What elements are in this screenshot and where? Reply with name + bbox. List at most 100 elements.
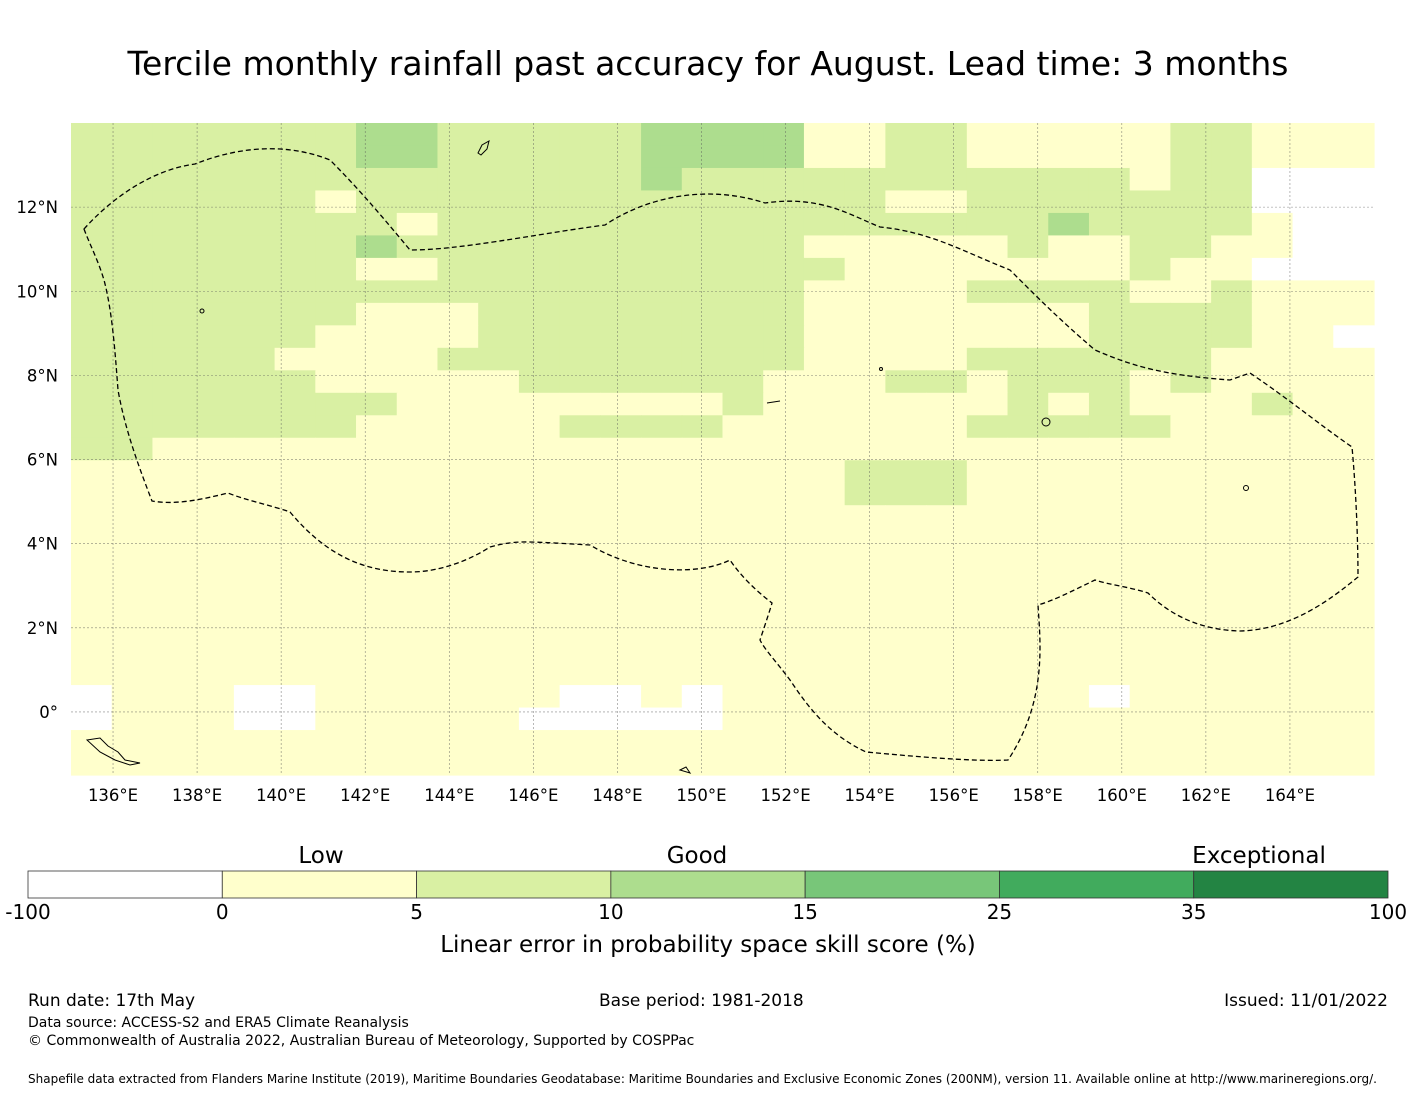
grid-cell <box>71 167 113 192</box>
grid-cell <box>1088 617 1131 641</box>
grid-cell <box>600 685 642 709</box>
grid-cell <box>518 482 561 506</box>
grid-cell <box>966 437 1009 461</box>
grid-cell <box>1048 572 1090 596</box>
grid-cell <box>1333 190 1375 214</box>
grid-cell <box>559 257 601 281</box>
grid-cell <box>356 123 398 147</box>
grid-cell <box>966 482 1009 506</box>
latitude-tick-label: 2°N <box>27 619 58 638</box>
grid-cell <box>478 662 520 686</box>
grid-cell <box>600 190 642 214</box>
grid-cell <box>966 325 1009 349</box>
grid-cell <box>926 145 968 169</box>
grid-cell <box>1129 347 1172 371</box>
grid-cell <box>559 572 601 596</box>
grid-cell <box>926 550 968 574</box>
grid-cell <box>1333 482 1375 506</box>
grid-cell <box>1129 370 1172 394</box>
grid-cell <box>111 595 154 619</box>
grid-cell <box>437 167 479 192</box>
grid-cell <box>641 595 683 619</box>
grid-cell <box>1333 595 1375 619</box>
grid-cell <box>722 437 764 461</box>
grid-cell <box>315 235 357 259</box>
grid-cell <box>1292 280 1334 304</box>
grid-cell <box>233 415 276 439</box>
grid-cell <box>193 392 235 416</box>
grid-cell <box>111 123 154 147</box>
grid-cell <box>356 707 398 731</box>
grid-cell <box>274 617 316 641</box>
grid-cell <box>1048 167 1090 192</box>
grid-cell <box>111 707 154 731</box>
grid-cell <box>274 550 316 574</box>
grid-cell <box>233 685 276 709</box>
grid-cell <box>1251 730 1294 754</box>
grid-cell <box>356 257 398 281</box>
grid-cell <box>844 302 886 326</box>
grid-cell <box>1170 482 1212 506</box>
grid-cell <box>233 212 276 237</box>
grid-cell <box>396 212 439 237</box>
grid-cell <box>315 302 357 326</box>
grid-cell <box>111 415 154 439</box>
grid-cell <box>1048 550 1090 574</box>
grid-cell <box>396 505 439 529</box>
grid-cell <box>722 595 764 619</box>
grid-cell <box>1048 145 1090 169</box>
grid-cell <box>722 505 764 529</box>
grid-cell <box>152 572 194 596</box>
grid-cell <box>274 685 316 709</box>
grid-cell <box>274 167 316 192</box>
grid-cell <box>1333 257 1375 281</box>
latitude-tick-label: 8°N <box>27 366 58 385</box>
grid-cell <box>1292 527 1334 551</box>
grid-cell <box>274 595 316 619</box>
grid-cell <box>559 370 601 394</box>
grid-cell <box>233 392 276 416</box>
grid-cell <box>844 370 886 394</box>
grid-cell <box>763 347 805 371</box>
grid-cell <box>71 550 113 574</box>
grid-cell <box>722 370 764 394</box>
grid-cell <box>356 212 398 237</box>
grid-cell <box>844 145 886 169</box>
grid-cell <box>966 123 1009 147</box>
grid-cell <box>1251 190 1294 214</box>
grid-cell <box>885 730 927 754</box>
grid-cell <box>966 347 1009 371</box>
grid-cell <box>885 235 927 259</box>
grid-cell <box>1251 685 1294 709</box>
grid-cell <box>315 595 357 619</box>
grid-cell <box>1333 437 1375 461</box>
grid-cell <box>1211 617 1253 641</box>
grid-cell <box>1048 752 1090 776</box>
grid-cell <box>478 685 520 709</box>
grid-cell <box>478 505 520 529</box>
grid-cell <box>1211 662 1253 686</box>
grid-cell <box>152 527 194 551</box>
grid-cell <box>1211 347 1253 371</box>
grid-cell <box>1211 123 1253 147</box>
colorbar-tick-label: 35 <box>1180 900 1207 924</box>
grid-cell <box>315 347 357 371</box>
grid-cell <box>763 437 805 461</box>
grid-cell <box>518 325 561 349</box>
grid-cell <box>966 640 1009 664</box>
grid-cell <box>885 685 927 709</box>
grid-cell <box>111 145 154 169</box>
grid-cell <box>396 550 439 574</box>
grid-cell <box>1007 325 1049 349</box>
grid-cell <box>193 527 235 551</box>
grid-cell <box>926 572 968 596</box>
grid-cell <box>1211 707 1253 731</box>
grid-cell <box>600 595 642 619</box>
grid-cell <box>315 730 357 754</box>
grid-cell <box>396 640 439 664</box>
grid-cell <box>1170 505 1212 529</box>
grid-cell <box>926 437 968 461</box>
grid-cell <box>1211 685 1253 709</box>
grid-cell <box>722 325 764 349</box>
grid-cell <box>1048 123 1090 147</box>
